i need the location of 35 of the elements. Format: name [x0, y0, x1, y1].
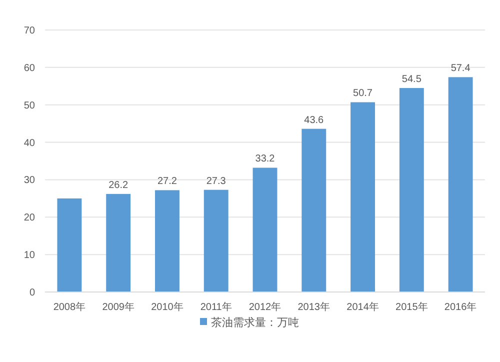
data-label: 27.2 [157, 176, 178, 188]
bar [302, 128, 326, 292]
data-label: 33.2 [255, 154, 276, 165]
bar [448, 77, 473, 292]
bar [252, 168, 278, 292]
data-label: 26.2 [108, 180, 128, 191]
data-label: 54.5 [402, 74, 422, 86]
y-tick-label: 20 [24, 212, 36, 224]
x-tick-label: 2010年 [151, 301, 184, 313]
data-label: 43.6 [304, 114, 324, 126]
y-tick-label: 30 [24, 175, 36, 186]
y-tick-label: 40 [24, 138, 36, 149]
bar [106, 194, 131, 292]
x-tick-label: 2011年 [200, 301, 232, 313]
x-tick-label: 2014年 [346, 301, 379, 313]
bar [350, 102, 375, 292]
bar [399, 88, 424, 292]
bar [57, 198, 82, 292]
x-tick-label: 2008年 [53, 301, 86, 313]
y-tick-label: 70 [24, 26, 36, 36]
y-tick-label: 60 [24, 62, 36, 74]
y-tick-label: 50 [24, 100, 36, 112]
y-tick-label: 10 [24, 250, 36, 262]
x-tick-label: 2009年 [102, 301, 134, 313]
y-tick-label: 0 [29, 288, 36, 298]
x-tick-label: 2012年 [248, 301, 282, 313]
bar [155, 190, 180, 292]
legend-label: 茶油需求量：万吨 [211, 316, 299, 329]
data-label: 27.3 [206, 176, 226, 187]
data-label: 57.4 [450, 63, 471, 74]
x-tick-label: 2015年 [396, 301, 428, 313]
x-tick-label: 2013年 [298, 301, 330, 313]
data-label: 50.7 [353, 88, 373, 100]
bar [204, 190, 228, 292]
x-tick-label: 2016年 [444, 301, 477, 313]
